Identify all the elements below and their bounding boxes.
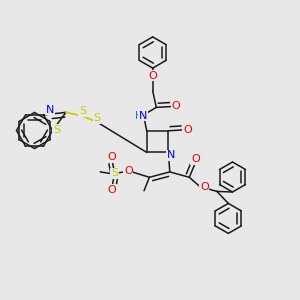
Text: O: O: [148, 70, 157, 81]
Text: N: N: [46, 105, 54, 115]
Text: O: O: [124, 166, 133, 176]
Text: O: O: [191, 154, 200, 164]
Text: N: N: [167, 150, 176, 161]
Text: O: O: [108, 152, 117, 162]
Text: S: S: [79, 106, 86, 116]
Text: S: S: [53, 124, 60, 135]
Text: H: H: [135, 111, 142, 121]
Text: O: O: [200, 182, 209, 192]
Text: S: S: [93, 113, 100, 123]
Text: O: O: [172, 101, 181, 112]
Text: O: O: [183, 125, 192, 135]
Text: O: O: [108, 185, 117, 195]
Text: N: N: [139, 111, 147, 121]
Text: S: S: [111, 168, 118, 178]
